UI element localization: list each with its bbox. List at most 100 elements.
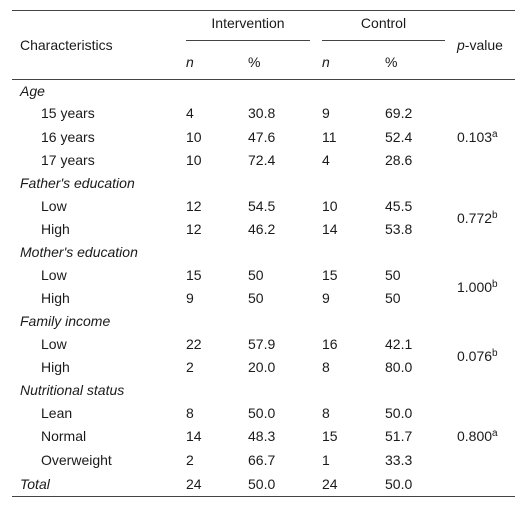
- total-row: Total 24 50.0 24 50.0: [12, 472, 515, 497]
- intervention-n-cell: 12: [186, 197, 202, 214]
- table-row: Low 22 57.9 16 42.1 0.076b: [12, 333, 515, 364]
- section-header-row: Nutritional status: [12, 380, 515, 402]
- header-intervention: Intervention: [186, 11, 322, 46]
- p-value-footnote-marker: b: [492, 347, 498, 359]
- section-header-row: Father's education: [12, 173, 515, 195]
- section-title: Mother's education: [20, 244, 138, 260]
- p-value-cell: 1.000b: [457, 264, 515, 311]
- control-n-cell: 8: [322, 359, 330, 376]
- p-value-cell: 0.076b: [457, 333, 515, 380]
- header-intervention-n: n: [186, 45, 248, 80]
- control-pct-cell: 80.0: [385, 359, 413, 376]
- control-pct-cell: 45.5: [385, 197, 413, 214]
- section-title: Father's education: [20, 175, 135, 191]
- control-pct-cell: 52.4: [385, 128, 413, 145]
- table-row: High 12 46.2 14 53.8: [12, 218, 515, 242]
- header-control-pct: %: [385, 45, 457, 80]
- row-label: 17 years: [41, 152, 95, 169]
- p-value: 0.103: [457, 128, 493, 145]
- intervention-n-cell: 14: [186, 428, 202, 445]
- section-title: Family income: [20, 313, 111, 329]
- table-row: High 2 20.0 8 80.0: [12, 356, 515, 380]
- total-intervention-pct: 50.0: [248, 475, 276, 492]
- p-value: 1.000: [457, 278, 493, 295]
- control-pct-cell: 53.8: [385, 221, 413, 238]
- header-row-groups: Characteristics Intervention Control p-v…: [12, 10, 515, 80]
- section-header-row: Family income: [12, 311, 515, 333]
- p-value-cell: 0.772b: [457, 195, 515, 242]
- intervention-pct-cell: 54.5: [248, 197, 276, 214]
- row-label: High: [41, 359, 70, 376]
- p-value-footnote-marker: a: [492, 428, 498, 440]
- intervention-n-cell: 9: [186, 290, 194, 307]
- control-n-cell: 4: [322, 152, 330, 169]
- intervention-n-cell: 15: [186, 266, 202, 283]
- intervention-pct-cell: 47.6: [248, 128, 276, 145]
- header-intervention-pct: %: [248, 45, 322, 80]
- total-control-n: 24: [322, 475, 338, 492]
- control-n-cell: 15: [322, 428, 338, 445]
- intervention-n-cell: 10: [186, 152, 202, 169]
- header-control: Control: [322, 11, 457, 46]
- row-label: Low: [41, 197, 67, 214]
- control-n-cell: 1: [322, 451, 330, 468]
- control-pct-cell: 50: [385, 266, 401, 283]
- intervention-pct-cell: 57.9: [248, 335, 276, 352]
- header-p-value: p-value: [457, 10, 515, 80]
- control-n-cell: 16: [322, 335, 338, 352]
- control-pct-cell: 42.1: [385, 335, 413, 352]
- section-header-row: Mother's education: [12, 242, 515, 264]
- p-value-footnote-marker: a: [492, 128, 498, 140]
- control-n-cell: 14: [322, 221, 338, 238]
- header-control-n: n: [322, 45, 385, 80]
- intervention-pct-cell: 20.0: [248, 359, 276, 376]
- intervention-pct-cell: 48.3: [248, 428, 276, 445]
- intervention-n-cell: 2: [186, 359, 194, 376]
- p-value-cell: 0.800a: [457, 402, 515, 473]
- row-label: 15 years: [41, 105, 95, 122]
- intervention-pct-cell: 66.7: [248, 451, 276, 468]
- table-row: Lean 8 50.0 8 50.0 0.800a: [12, 402, 515, 445]
- intervention-n-cell: 4: [186, 105, 194, 122]
- section-title: Nutritional status: [20, 382, 125, 398]
- table-row: 17 years 10 72.4 4 28.6: [12, 149, 515, 173]
- row-label: High: [41, 221, 70, 238]
- intervention-pct-cell: 50.0: [248, 404, 276, 421]
- intervention-n-cell: 22: [186, 335, 202, 352]
- p-value: 0.772: [457, 209, 493, 226]
- row-label: High: [41, 290, 70, 307]
- intervention-n-cell: 12: [186, 221, 202, 238]
- intervention-pct-cell: 72.4: [248, 152, 276, 169]
- control-n-cell: 11: [322, 128, 337, 145]
- table-row: 16 years 10 47.6 11 52.4: [12, 126, 515, 150]
- table-row: Normal 14 48.3 15 51.7: [12, 425, 515, 449]
- intervention-n-cell: 10: [186, 128, 202, 145]
- intervention-n-cell: 2: [186, 451, 194, 468]
- intervention-pct-cell: 30.8: [248, 105, 276, 122]
- p-value-cell: 0.103a: [457, 102, 515, 173]
- control-n-cell: 15: [322, 266, 338, 283]
- characteristics-table: Characteristics Intervention Control p-v…: [12, 10, 515, 497]
- p-value: 0.076: [457, 347, 493, 364]
- control-n-cell: 10: [322, 197, 338, 214]
- control-n-cell: 9: [322, 105, 330, 122]
- row-label: 16 years: [41, 128, 95, 145]
- section-title: Age: [20, 82, 45, 99]
- p-value-footnote-marker: b: [492, 209, 498, 221]
- total-intervention-n: 24: [186, 475, 202, 492]
- row-label: Normal: [41, 428, 87, 445]
- row-label: Overweight: [41, 451, 112, 468]
- table-row: Low 12 54.5 10 45.5 0.772b: [12, 195, 515, 226]
- table-row: High 9 50 9 50: [12, 287, 515, 311]
- p-value-footnote-marker: b: [492, 278, 498, 290]
- intervention-pct-cell: 50: [248, 290, 264, 307]
- p-value: 0.800: [457, 428, 493, 445]
- table-row: Overweight 2 66.7 1 33.3: [12, 449, 515, 473]
- table-row: Low 15 50 15 50 1.000b: [12, 264, 515, 295]
- control-pct-cell: 33.3: [385, 451, 413, 468]
- control-n-cell: 8: [322, 404, 330, 421]
- total-p-value-empty: [457, 472, 515, 497]
- total-label: Total: [20, 475, 50, 492]
- intervention-pct-cell: 50: [248, 266, 264, 283]
- control-pct-cell: 28.6: [385, 152, 413, 169]
